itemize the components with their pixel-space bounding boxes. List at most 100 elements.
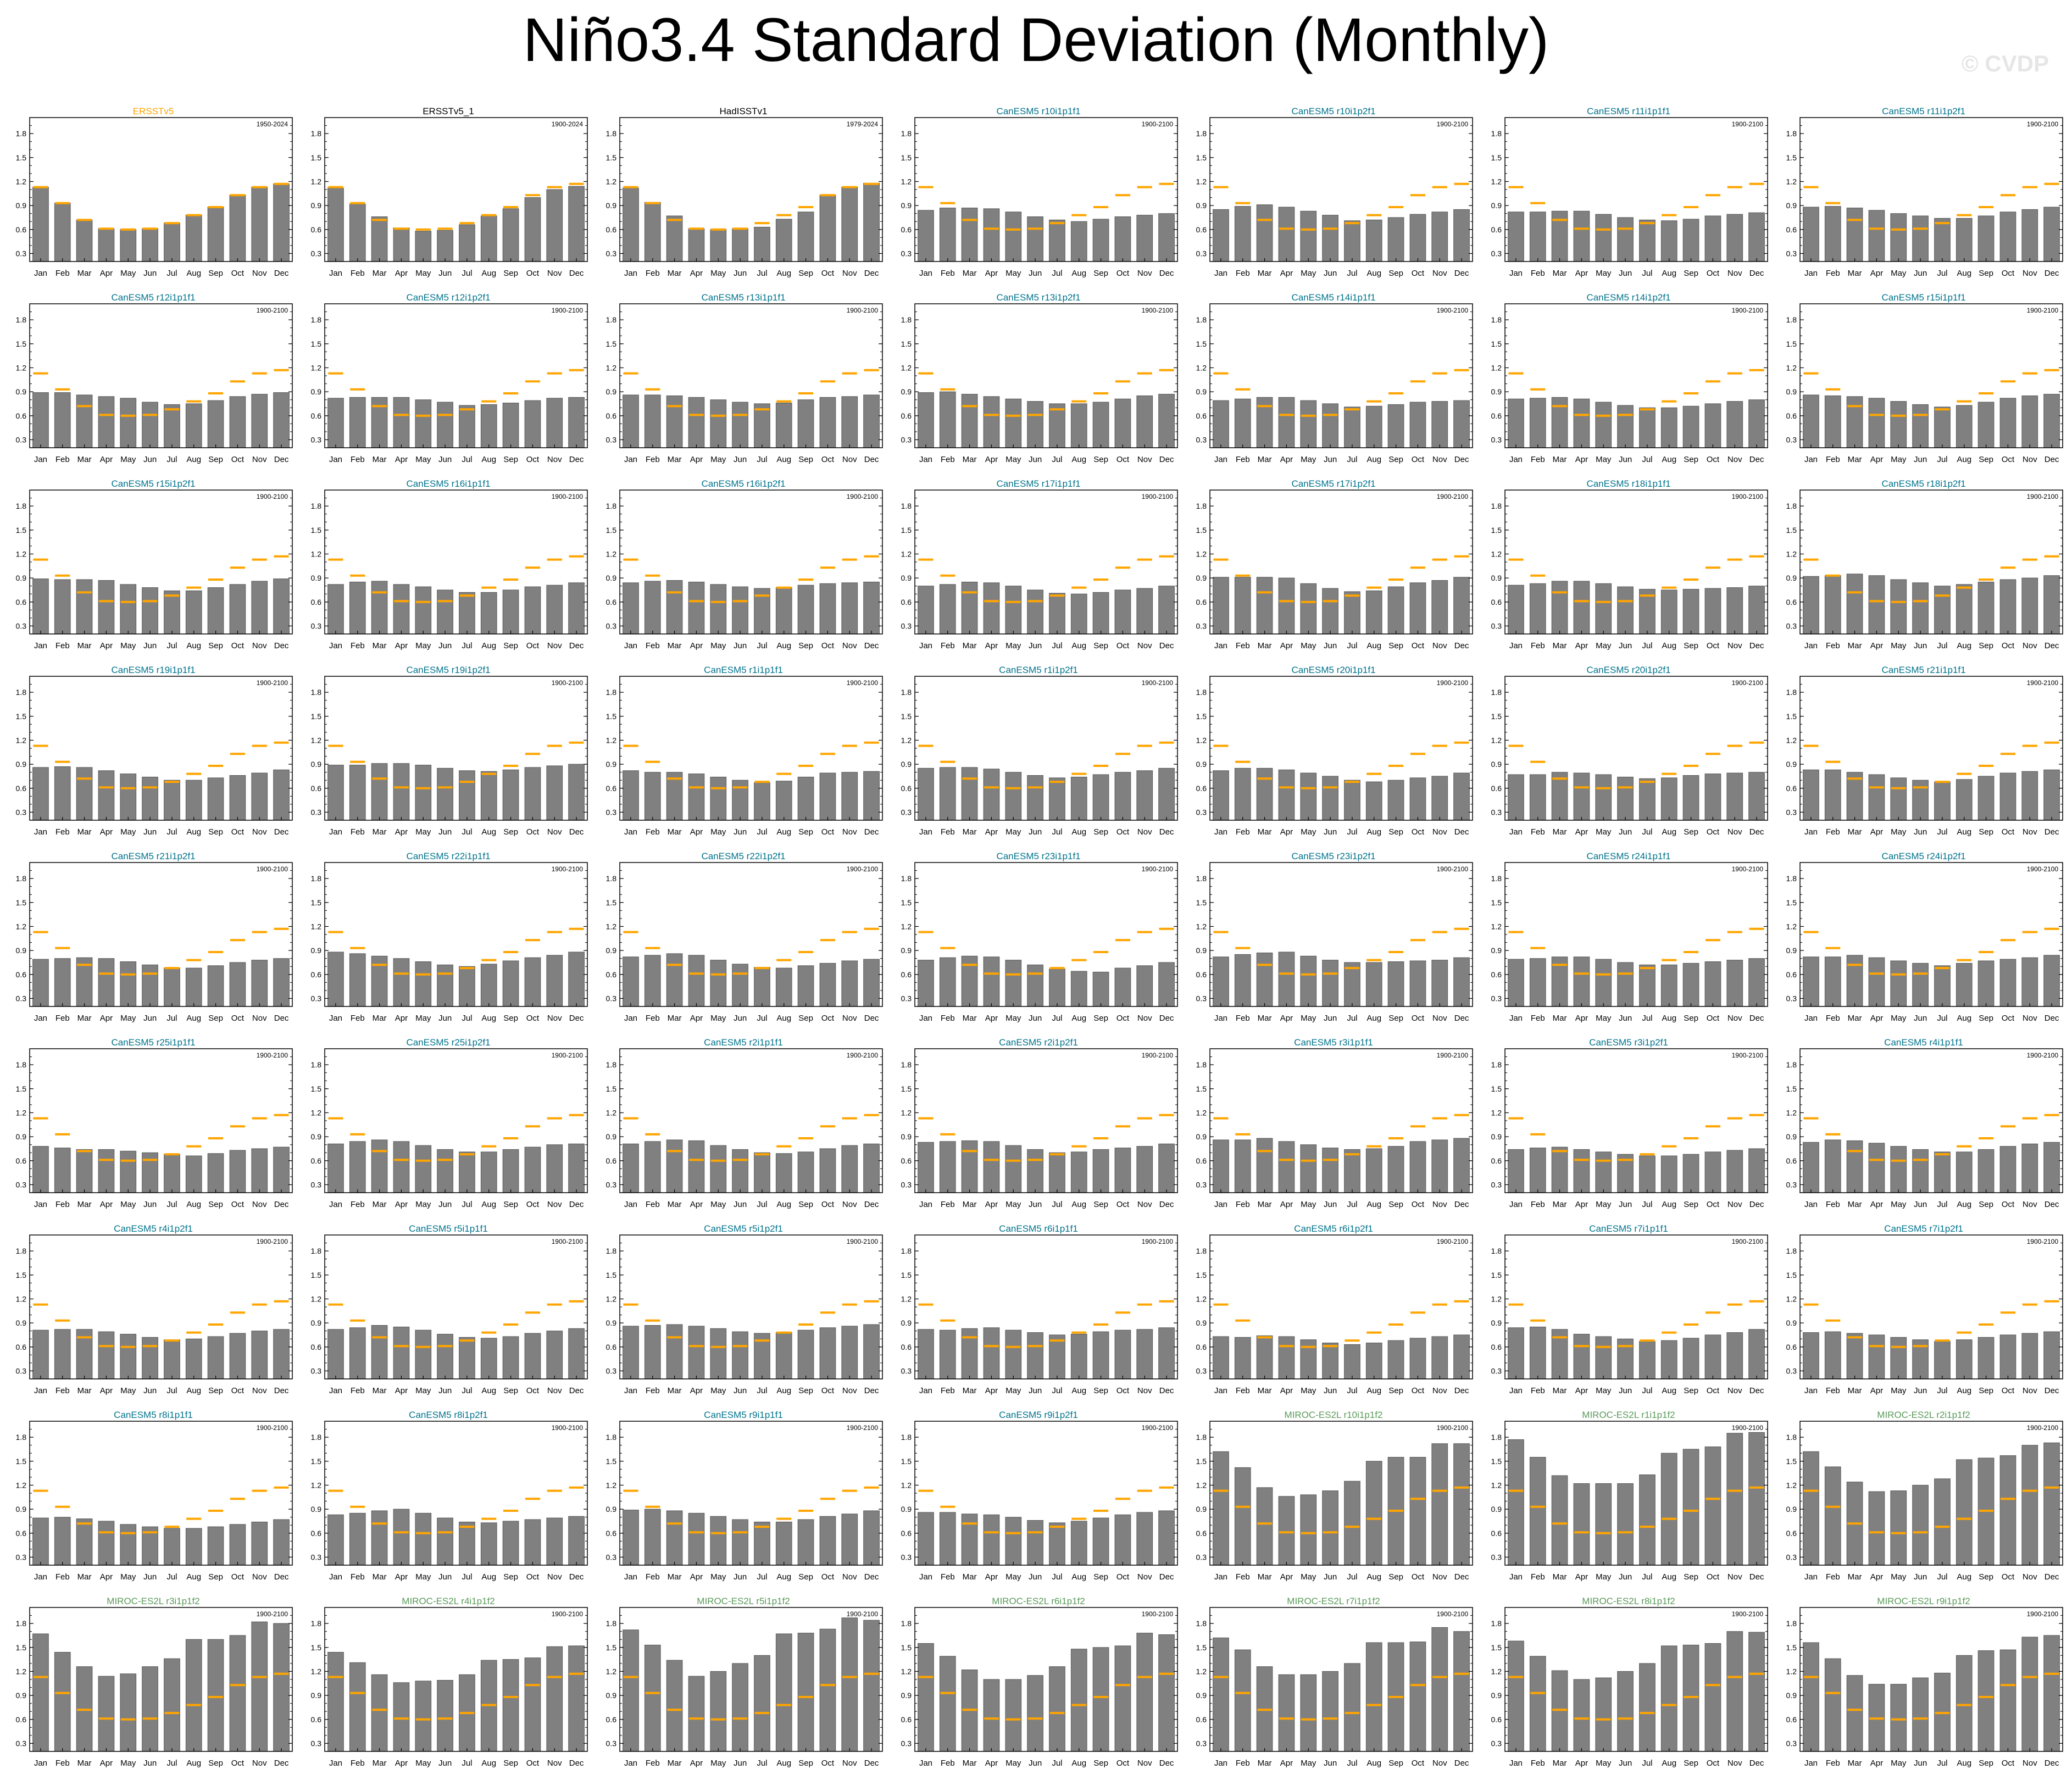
y-tick-label: 0.9 [1786, 387, 1797, 396]
bar [393, 1141, 410, 1193]
x-tick-label: Oct [821, 1200, 835, 1209]
y-tick-label: 1.2 [606, 1294, 617, 1303]
bar [1049, 1152, 1065, 1193]
x-tick-label: Nov [842, 269, 857, 278]
bar [1322, 960, 1338, 1007]
period-label: 1900-2100 [1437, 493, 1469, 500]
bar [371, 1325, 388, 1379]
x-tick-label: Apr [1870, 1200, 1883, 1209]
bar [1551, 397, 1568, 448]
y-tick-label: 1.8 [1491, 874, 1502, 883]
bar [76, 1149, 93, 1193]
x-tick-label: Apr [395, 1014, 408, 1023]
x-tick-label: Sep [798, 1200, 813, 1209]
x-tick-label: Apr [395, 269, 408, 278]
x-tick-label: Dec [1749, 1200, 1764, 1209]
y-tick-label: 0.6 [606, 225, 617, 234]
x-tick-label: Jul [1052, 641, 1062, 650]
bar [185, 590, 202, 635]
y-tick-label: 0.3 [1196, 994, 1207, 1003]
bar [371, 216, 388, 262]
x-tick-label: Nov [1727, 641, 1742, 650]
y-tick-label: 0.6 [16, 784, 27, 793]
bar [120, 774, 137, 821]
y-tick-label: 0.9 [901, 760, 912, 769]
y-tick-label: 0.6 [16, 225, 27, 234]
x-tick-label: Nov [1432, 455, 1447, 464]
x-tick-label: Feb [646, 827, 660, 837]
x-tick-label: Jul [1937, 1200, 1947, 1209]
x-tick-label: May [415, 1014, 431, 1023]
x-tick-label: May [415, 1200, 431, 1209]
x-tick-label: Dec [1454, 1200, 1469, 1209]
bar [819, 1148, 836, 1193]
bar [710, 960, 727, 1007]
panel-svg: CanESM5 r18i1p1f11900-21000.30.60.91.21.… [1491, 479, 1768, 650]
y-tick-label: 0.6 [16, 1343, 27, 1351]
x-tick-label: Dec [274, 641, 289, 650]
panel-title: CanESM5 r25i1p2f1 [406, 1037, 490, 1048]
x-tick-label: Dec [1454, 1014, 1469, 1023]
x-tick-label: Jun [143, 269, 157, 278]
panel-title: CanESM5 r2i1p1f1 [704, 1037, 783, 1048]
bar [1595, 583, 1612, 635]
x-tick-label: Sep [503, 1200, 518, 1209]
x-tick-label: Jan [34, 641, 47, 650]
panel-svg: CanESM5 r3i1p1f11900-21000.30.60.91.21.5… [1196, 1037, 1473, 1209]
bar [1726, 401, 1743, 448]
x-tick-label: Mar [1848, 827, 1862, 837]
bar [1595, 959, 1612, 1007]
page-title: Niño3.4 Standard Deviation (Monthly) [523, 5, 1549, 74]
bar [644, 394, 661, 448]
x-tick-label: Oct [1707, 455, 1720, 464]
bar [918, 586, 934, 635]
panel-svg: CanESM5 r1i1p2f11900-21000.30.60.91.21.5… [901, 665, 1178, 837]
period-label: 1900-2100 [257, 865, 288, 873]
bar [1890, 1146, 1907, 1193]
bar [1453, 577, 1470, 635]
x-tick-label: Jan [1509, 455, 1523, 464]
panel-svg: CanESM5 r14i1p1f11900-21000.30.60.91.21.… [1196, 292, 1473, 464]
bar [251, 187, 268, 262]
bar [480, 215, 497, 262]
chart-panel: CanESM5 r17i1p2f1 1900-2100 0.3 0.6 0.9 1.2 1.… [1186, 475, 1481, 661]
panel-svg: CanESM5 r3i1p2f11900-21000.30.60.91.21.5… [1491, 1037, 1768, 1209]
bar [1868, 1143, 1885, 1193]
x-tick-label: Jul [757, 1386, 767, 1395]
x-tick-label: Jun [1324, 455, 1337, 464]
x-tick-label: Sep [1388, 455, 1403, 464]
bar [1803, 769, 1819, 821]
bar [863, 1143, 880, 1193]
panel-svg: CanESM5 r18i1p2f11900-21000.30.60.91.21.… [1786, 479, 2063, 650]
x-tick-label: Jun [1914, 1200, 1927, 1209]
bar [1748, 399, 1765, 448]
x-tick-label: Aug [1957, 641, 1971, 650]
x-tick-label: May [120, 1014, 136, 1023]
bar [1365, 590, 1382, 635]
x-tick-label: Apr [1280, 827, 1293, 837]
period-label: 1900-2100 [847, 1238, 879, 1245]
bar [623, 582, 639, 635]
bar [1213, 400, 1229, 448]
x-tick-label: Mar [1553, 827, 1567, 837]
bar [207, 777, 224, 821]
x-tick-label: Jul [462, 1014, 472, 1023]
y-tick-label: 1.2 [1786, 922, 1797, 931]
x-tick-label: Aug [776, 1200, 791, 1209]
x-tick-label: Apr [690, 1014, 703, 1023]
x-tick-label: Feb [351, 1200, 365, 1209]
bar [1300, 400, 1317, 448]
bar [841, 1326, 858, 1379]
x-tick-label: Apr [395, 1200, 408, 1209]
x-tick-label: Jul [462, 1386, 472, 1395]
period-label: 1900-2100 [847, 1051, 879, 1059]
panel-svg: CanESM5 r2i1p2f11900-21000.30.60.91.21.5… [901, 1037, 1178, 1209]
x-tick-label: Dec [1159, 1014, 1174, 1023]
x-tick-label: Jan [919, 1200, 932, 1209]
x-tick-label: Jul [1052, 269, 1062, 278]
bar [2043, 955, 2060, 1007]
bar [1912, 404, 1929, 448]
x-tick-label: Feb [941, 269, 955, 278]
y-tick-label: 0.3 [606, 621, 617, 630]
y-tick-label: 1.2 [606, 922, 617, 931]
